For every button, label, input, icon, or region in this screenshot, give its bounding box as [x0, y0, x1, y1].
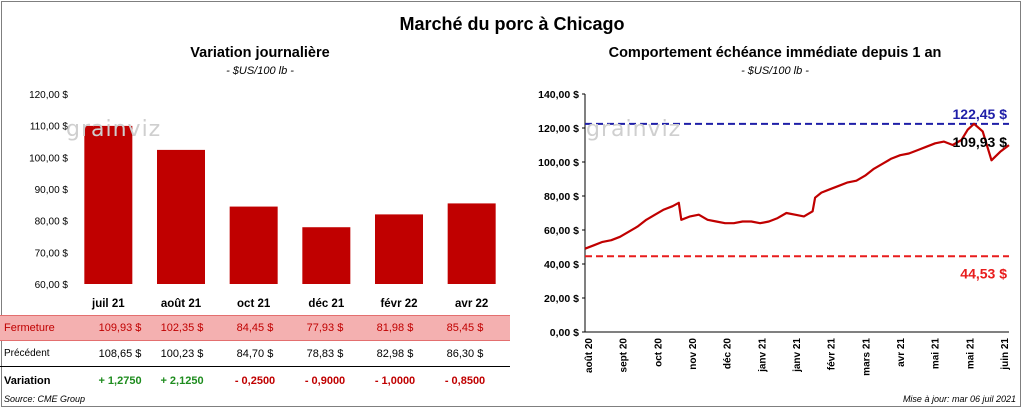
y-tick-label: 110,00 $	[30, 122, 69, 133]
source-note: Source: CME Group	[4, 394, 86, 404]
y-tick-label: 120,00 $	[538, 123, 579, 135]
x-tick-label: mars 21	[861, 338, 872, 376]
x-tick-label: sept 20	[619, 338, 630, 373]
table-cell: 81,98 $	[376, 322, 414, 334]
x-tick-label: juin 21	[1000, 338, 1011, 371]
y-tick-label: 40,00 $	[544, 259, 579, 271]
table-row-label: Précédent	[4, 348, 50, 359]
table-cell: 84,70 $	[236, 348, 274, 360]
x-tick-label: août 20	[584, 338, 595, 373]
table-row-previous: Précédent 108,65 $ 100,23 $ 84,70 $ 78,8…	[0, 342, 510, 367]
x-tick-label: août 21	[161, 298, 202, 310]
line-chart-unit: - $US/100 lb -	[741, 65, 809, 77]
bar	[157, 149, 205, 284]
y-tick-label: 70,00 $	[35, 248, 69, 259]
last-label: 109,93 $	[953, 134, 1008, 150]
table-cell: - 0,2500	[234, 375, 276, 387]
x-tick-label: janv 21	[757, 338, 768, 373]
low-label: 44,53 $	[960, 265, 1007, 281]
table-cell: 86,30 $	[446, 348, 484, 360]
y-tick-label: 140,00 $	[538, 89, 579, 101]
page-title: Marché du porc à Chicago	[399, 14, 625, 34]
x-tick-label: déc 20	[723, 338, 734, 370]
table-row-label: Variation	[4, 375, 51, 387]
y-tick-label: 100,00 $	[538, 157, 579, 169]
bar	[375, 214, 423, 284]
table-row-label: Fermeture	[4, 322, 55, 334]
x-tick-label: nov 20	[688, 338, 699, 370]
price-line	[584, 122, 1010, 250]
bar	[447, 203, 496, 284]
x-tick-label: avr 22	[455, 298, 488, 310]
table-cell: 78,83 $	[306, 348, 344, 360]
x-tick-label: mai 21	[931, 338, 942, 370]
watermark-right: grainviz	[586, 117, 682, 142]
x-tick-label: févr 22	[380, 298, 417, 310]
y-tick-label: 60,00 $	[35, 280, 69, 291]
x-tick-label: oct 21	[237, 298, 271, 310]
table-cell: - 0,8500	[444, 375, 486, 387]
bar-chart: 60,00 $ 70,00 $ 80,00 $ 90,00 $ 100,00 $ 110,…	[29, 90, 496, 310]
line-chart-title: Comportement échéance immédiate depuis 1…	[608, 45, 942, 61]
table-cell: + 2,1250	[160, 375, 204, 387]
bar	[302, 227, 351, 284]
y-tick-label: 90,00 $	[35, 185, 69, 196]
line-chart: 0,00 $ 20,00 $ 40,00 $ 60,00 $ 80,00 $ 100,00…	[538, 89, 1011, 376]
table-cell: 84,45 $	[236, 322, 274, 334]
y-tick-label: 0,00 $	[550, 327, 579, 339]
table-cell: 85,45 $	[446, 322, 484, 334]
x-tick-label: avr 21	[896, 338, 907, 367]
x-tick-label: janv 21	[792, 338, 803, 373]
bar	[229, 206, 278, 284]
y-tick-label: 20,00 $	[544, 293, 579, 305]
y-tick-label: 100,00 $	[29, 153, 68, 164]
table-cell: 102,35 $	[160, 322, 204, 334]
table-cell: - 0,9000	[304, 375, 346, 387]
table-cell: 82,98 $	[376, 348, 414, 360]
table-cell: 77,93 $	[306, 322, 344, 334]
table-cell: 100,23 $	[160, 348, 204, 360]
update-note: Mise à jour: mar 06 juil 2021	[902, 394, 1016, 404]
bar-chart-title: Variation journalière	[190, 45, 330, 61]
watermark-left: grainviz	[66, 117, 162, 142]
table-row-close: Fermeture 109,93 $ 102,35 $ 84,45 $ 77,9…	[0, 315, 510, 341]
x-tick-label: déc 21	[308, 298, 344, 310]
x-tick-label: févr 21	[827, 338, 838, 371]
bar	[84, 125, 133, 284]
bar-chart-unit: - $US/100 lb -	[226, 65, 294, 77]
table-cell: 109,93 $	[98, 322, 142, 334]
y-tick-label: 60,00 $	[544, 225, 579, 237]
x-tick-label: mai 21	[965, 338, 976, 370]
table-cell: + 1,2750	[98, 375, 142, 387]
y-tick-label: 80,00 $	[544, 191, 579, 203]
x-tick-label: oct 20	[653, 338, 664, 367]
table-row-variation: Variation + 1,2750 + 2,1250 - 0,2500 - 0…	[0, 369, 510, 393]
y-tick-label: 80,00 $	[35, 217, 69, 228]
x-tick-label: juil 21	[91, 298, 125, 310]
table-cell: - 1,0000	[374, 375, 416, 387]
y-tick-label: 120,00 $	[29, 90, 68, 101]
table-cell: 108,65 $	[98, 348, 142, 360]
high-label: 122,45 $	[953, 106, 1008, 122]
